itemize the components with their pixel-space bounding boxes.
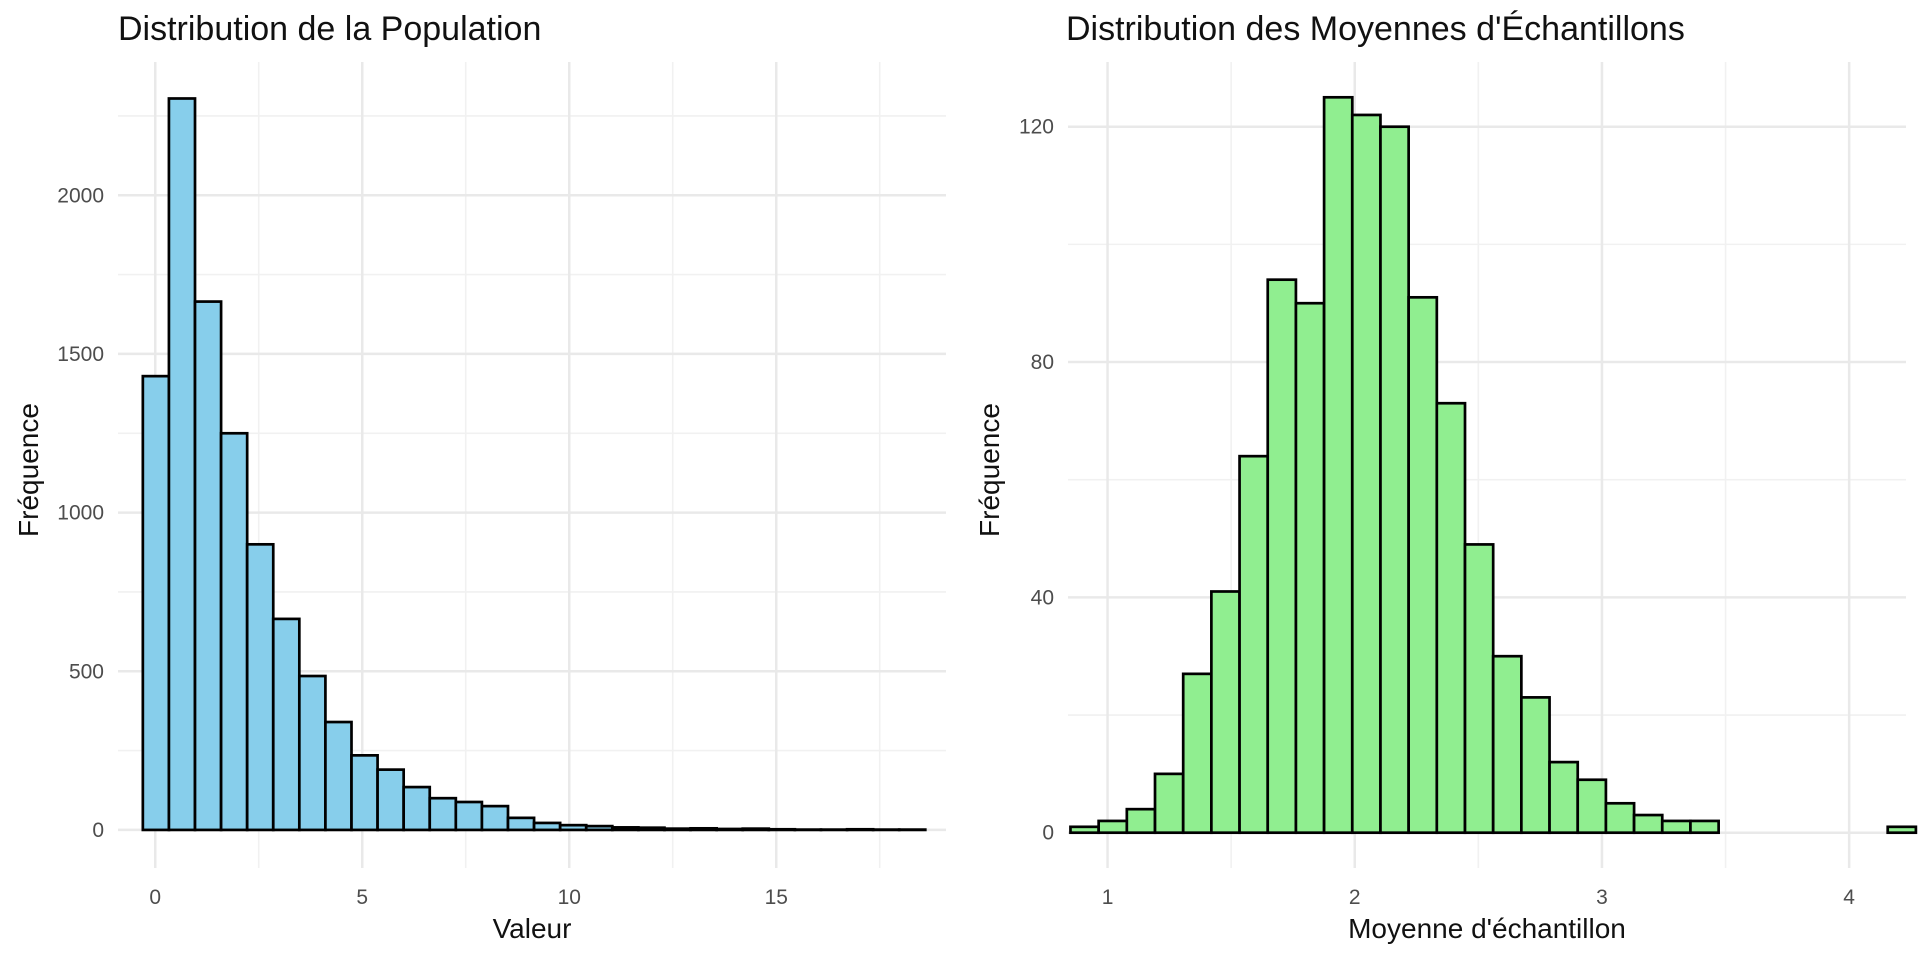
histogram-bar — [1886, 825, 1918, 835]
sample-means-histogram-panel: Distribution des Moyennes d'Échantillons… — [974, 10, 1918, 944]
histogram-bar — [1266, 278, 1298, 835]
histogram-bar — [245, 542, 275, 832]
histogram-bar — [1632, 813, 1664, 835]
histogram-bar — [1379, 125, 1410, 835]
histogram-bar — [1322, 95, 1354, 835]
histogram-bar — [1576, 778, 1608, 835]
histogram-bar — [1125, 807, 1157, 835]
histogram-bar — [350, 754, 379, 832]
y-tick-label: 0 — [92, 819, 104, 842]
histogram-bar — [271, 617, 301, 832]
histogram-bar — [584, 824, 614, 832]
histogram-bar — [428, 796, 458, 832]
histogram-bar — [610, 826, 640, 832]
histogram-bar — [454, 800, 484, 832]
y-tick-label: 80 — [1031, 351, 1054, 374]
y-tick-label: 1000 — [57, 502, 104, 525]
histogram-bar — [1463, 543, 1495, 835]
histogram-bar — [1548, 760, 1580, 835]
histogram-bar — [1350, 113, 1382, 835]
histogram-bar — [1069, 825, 1101, 835]
histogram-bar — [167, 97, 197, 832]
histogram-bar — [637, 826, 666, 832]
tick-labels: 0 5 10 15 0 500 1000 1500 2000 — [57, 184, 788, 909]
histogram-bar — [1660, 819, 1692, 835]
x-tick-label: 0 — [149, 886, 161, 909]
histogram-bar — [1689, 819, 1720, 835]
histogram-bar — [193, 300, 223, 832]
histogram-bar — [558, 823, 588, 832]
histogram-bar — [1294, 301, 1326, 835]
y-tick-label: 1500 — [57, 343, 104, 366]
y-tick-label: 2000 — [57, 184, 104, 207]
histogram-bar — [1604, 801, 1636, 835]
bars — [141, 97, 927, 832]
histogram-bar — [741, 827, 771, 832]
histogram-bar — [297, 674, 327, 832]
chart-title: Distribution des Moyennes d'Échantillons — [1066, 10, 1685, 48]
histogram-bar — [1153, 772, 1185, 835]
chart-title: Distribution de la Population — [118, 10, 541, 48]
histogram-bar — [376, 768, 406, 832]
histogram-bar — [1435, 401, 1467, 835]
histogram-bar — [1491, 654, 1523, 835]
x-axis-title: Moyenne d'échantillon — [1348, 913, 1626, 944]
population-histogram-panel: Distribution de la Population Valeur Fré… — [13, 10, 946, 944]
histogram-bar — [402, 785, 432, 832]
x-tick-label: 15 — [765, 886, 788, 909]
x-tick-label: 10 — [558, 886, 581, 909]
histogram-bar — [1238, 454, 1270, 835]
histogram-bar — [767, 827, 797, 832]
histogram-bar — [480, 804, 510, 832]
histogram-bar — [845, 827, 875, 832]
x-axis-title: Valeur — [493, 913, 572, 944]
x-tick-label: 2 — [1349, 886, 1361, 909]
histogram-bar — [1181, 672, 1213, 835]
histogram-bar — [141, 374, 171, 832]
x-tick-label: 5 — [356, 886, 368, 909]
y-tick-label: 120 — [1019, 116, 1054, 139]
histogram-bar — [663, 827, 692, 832]
histogram-bar — [1407, 295, 1439, 835]
histogram-bar — [219, 431, 249, 832]
y-axis-title: Fréquence — [974, 403, 1005, 537]
histogram-bar — [506, 816, 536, 832]
y-axis-title: Fréquence — [13, 403, 44, 537]
histogram-bar — [532, 821, 562, 832]
histogram-bar — [1520, 696, 1551, 835]
histogram-bar — [1210, 590, 1241, 835]
histogram-bar — [689, 826, 718, 832]
histogram-bar — [1097, 819, 1129, 835]
x-tick-label: 1 — [1102, 886, 1114, 909]
histogram-bar — [324, 720, 353, 832]
bars — [1069, 95, 1918, 835]
histogram-bar — [715, 827, 745, 832]
y-tick-label: 500 — [69, 660, 104, 683]
y-tick-label: 0 — [1042, 822, 1054, 845]
x-tick-label: 3 — [1596, 886, 1608, 909]
x-tick-label: 4 — [1843, 886, 1855, 909]
y-tick-label: 40 — [1031, 586, 1054, 609]
